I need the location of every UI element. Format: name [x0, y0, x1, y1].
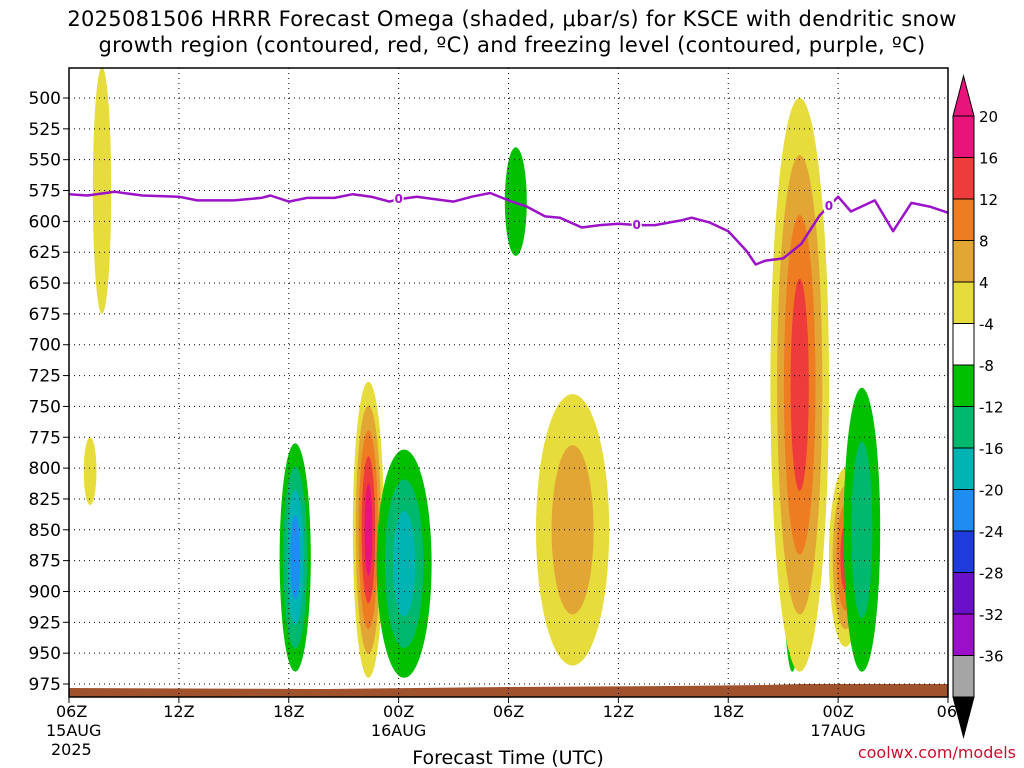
colorbar-swatch — [952, 447, 975, 490]
y-tick-label: 725 — [29, 367, 61, 387]
colorbar-label: -4 — [979, 316, 994, 334]
y-tick-label: 925 — [29, 613, 61, 633]
colorbar-swatch — [952, 406, 975, 449]
y-tick-label: 850 — [29, 521, 61, 541]
x-tick-label: 00Z — [822, 702, 853, 721]
x-axis-label: Forecast Time (UTC) — [412, 747, 603, 768]
colorbar-label: 12 — [979, 191, 998, 209]
colorbar-label: 4 — [979, 274, 989, 292]
terrain-band — [69, 684, 948, 697]
colorbar-swatch — [952, 240, 975, 283]
colorbar-label: -32 — [979, 606, 1004, 624]
source-credit: coolwx.com/models — [857, 743, 1016, 762]
freezing-level-contour: 0 0 0 — [69, 190, 948, 266]
colorbar-swatch — [952, 530, 975, 573]
omega-cell — [364, 483, 373, 576]
colorbar-label: -28 — [979, 565, 1004, 583]
colorbar-swatch — [952, 281, 975, 324]
x-tick-label: 06Z — [493, 702, 524, 721]
colorbar-label: 20 — [979, 108, 998, 126]
colorbar-label: -12 — [979, 399, 1004, 417]
y-tick-label: 900 — [29, 582, 61, 602]
colorbar-bottom-arrow — [952, 696, 975, 739]
x-date-label: 15AUG — [46, 721, 101, 740]
colorbar-label: -24 — [979, 523, 1004, 541]
y-tick-label: 800 — [29, 459, 61, 479]
y-axis: 500 525 550 575 600 625 650 675 700 725 750 775 800 8… — [29, 89, 69, 695]
y-tick-label: 575 — [29, 182, 61, 202]
y-tick-label: 950 — [29, 644, 61, 664]
colorbar-label: 16 — [979, 150, 998, 168]
y-tick-label: 700 — [29, 336, 61, 356]
omega-cell — [92, 68, 112, 314]
y-tick-label: 675 — [29, 305, 61, 325]
y-tick-label: 875 — [29, 552, 61, 572]
omega-cell — [790, 278, 809, 491]
freezing-level-label-bg — [393, 191, 404, 206]
terrain-fill — [69, 684, 948, 697]
colorbar-swatch — [952, 489, 975, 532]
x-date-label: 16AUG — [371, 721, 426, 740]
colorbar-label: -20 — [979, 482, 1004, 500]
freezing-level-label: 0 — [633, 218, 641, 232]
omega-cell — [290, 515, 301, 600]
freezing-level-line — [69, 190, 948, 266]
colorbar-swatch — [952, 572, 975, 615]
y-tick-label: 500 — [29, 89, 61, 109]
x-tick-label: 18Z — [713, 702, 744, 721]
freezing-level-label: 0 — [394, 192, 402, 206]
colorbar-label: 8 — [979, 233, 989, 251]
omega-shading — [83, 68, 881, 678]
colorbar-swatch — [952, 157, 975, 200]
x-year-label: 2025 — [51, 740, 92, 759]
colorbar-swatch — [952, 613, 975, 656]
y-tick-label: 550 — [29, 151, 61, 171]
freezing-level-label: 0 — [825, 199, 833, 213]
x-tick-label: 12Z — [163, 702, 194, 721]
x-tick-label: 18Z — [273, 702, 304, 721]
omega-cell — [551, 445, 594, 615]
omega-cell — [851, 441, 873, 619]
colorbar-label: -8 — [979, 357, 994, 375]
colorbar-swatch — [952, 655, 975, 698]
colorbar: 20 16 12 8 4 -4 -8 -12 -16 -20 -24 -28 -32 -36 — [952, 74, 1004, 739]
x-tick-label: 12Z — [603, 702, 634, 721]
omega-cell — [393, 511, 416, 617]
y-tick-label: 625 — [29, 243, 61, 263]
x-tick-label: 06Z — [56, 702, 87, 721]
colorbar-swatch — [952, 364, 975, 407]
y-tick-label: 650 — [29, 274, 61, 294]
x-date-label: 17AUG — [810, 721, 865, 740]
y-tick-label: 975 — [29, 675, 61, 695]
colorbar-label: -36 — [979, 648, 1004, 666]
colorbar-swatch — [952, 115, 975, 158]
y-tick-label: 750 — [29, 397, 61, 417]
x-tick-label: 00Z — [383, 702, 414, 721]
chart-title-line-1: 2025081506 HRRR Forecast Omega (shaded, … — [67, 7, 957, 31]
y-tick-label: 825 — [29, 490, 61, 510]
freezing-level-label-bg — [823, 197, 834, 212]
colorbar-top-arrow — [952, 74, 975, 117]
chart-title-line-2: growth region (contoured, red, ºC) and f… — [98, 33, 926, 57]
colorbar-swatch — [952, 323, 975, 366]
y-tick-label: 600 — [29, 212, 61, 232]
freezing-level-label-bg — [631, 217, 642, 232]
y-tick-label: 775 — [29, 428, 61, 448]
colorbar-label: -16 — [979, 440, 1004, 458]
y-tick-label: 525 — [29, 120, 61, 140]
omega-cell — [83, 437, 97, 506]
colorbar-swatch — [952, 198, 975, 241]
